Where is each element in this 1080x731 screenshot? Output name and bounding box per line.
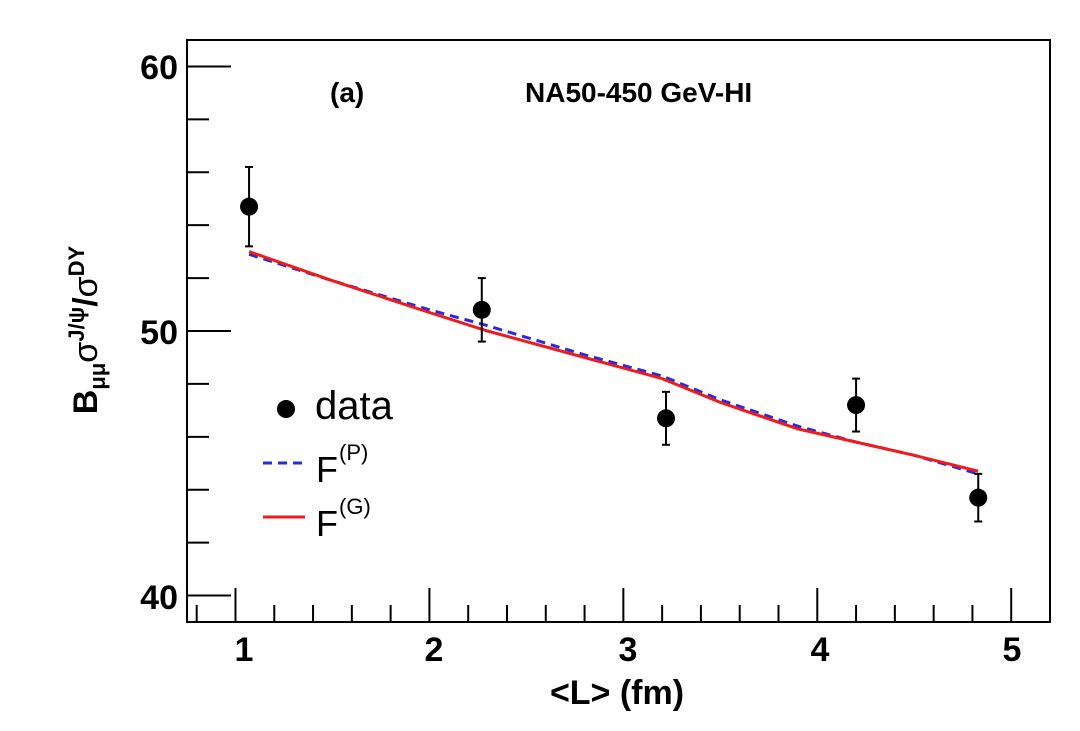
chart-title: NA50-450 GeV-HI — [525, 77, 752, 108]
x-axis-title: <L> (fm) — [550, 674, 684, 712]
series-line-1 — [248, 252, 979, 476]
y-axis-title: BμμσJ/ψ/σDY — [64, 245, 110, 414]
legend-fp-name: F — [316, 449, 338, 490]
data-point — [240, 197, 259, 216]
x-tick-label-1: 1 — [235, 631, 254, 669]
legend-fg-name: F — [316, 503, 338, 544]
legend-fp-label: F(P) — [316, 440, 368, 490]
y-tick-label-50: 50 — [140, 314, 178, 352]
y-tick-label-60: 60 — [140, 49, 178, 87]
x-tick-label-2: 2 — [425, 631, 444, 669]
data-point — [969, 488, 988, 507]
data-point — [472, 300, 491, 319]
y-axis-title-sub1: μμ — [85, 363, 110, 390]
legend: data F(P) F(G) — [263, 384, 394, 544]
legend-data-marker — [277, 400, 295, 418]
y-axis-title-sym2: σ — [67, 276, 105, 297]
x-tick-label-4: 4 — [811, 631, 830, 669]
data-point — [847, 396, 866, 415]
data-point — [657, 409, 676, 428]
legend-fg-sup: (G) — [339, 494, 371, 519]
x-tick-label-3: 3 — [619, 631, 638, 669]
legend-fp-sup: (P) — [339, 440, 368, 465]
legend-data-label: data — [315, 384, 394, 428]
y-axis-title-sup2: DY — [64, 245, 89, 276]
y-axis-title-slash: / — [67, 297, 105, 307]
series-line-2 — [248, 250, 979, 473]
panel-label: (a) — [330, 77, 364, 108]
x-tick-label-5: 5 — [1003, 631, 1022, 669]
y-axis-title-sup1: J/ψ — [64, 307, 89, 342]
y-tick-label-40: 40 — [140, 579, 178, 617]
y-axis-title-base: B — [67, 390, 105, 415]
legend-fg-label: F(G) — [316, 494, 371, 544]
y-axis-title-sym: σ — [67, 342, 105, 363]
